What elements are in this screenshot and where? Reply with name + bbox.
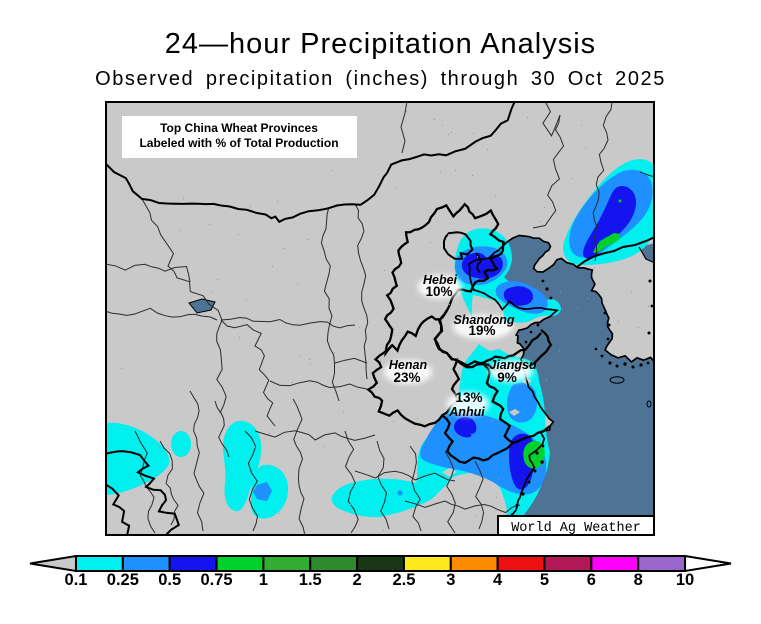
svg-text:19%: 19% [468, 323, 495, 338]
svg-text:3: 3 [446, 571, 455, 589]
svg-text:0.75: 0.75 [200, 571, 232, 589]
svg-text:4: 4 [493, 571, 503, 589]
svg-text:World Ag Weather: World Ag Weather [511, 521, 641, 536]
svg-text:5: 5 [540, 571, 549, 589]
svg-text:Hebei: Hebei [423, 273, 458, 287]
svg-text:0.25: 0.25 [107, 571, 139, 589]
svg-text:Top China Wheat Provinces: Top China Wheat Provinces [160, 121, 318, 135]
svg-text:6: 6 [587, 571, 596, 589]
svg-text:9%: 9% [497, 370, 517, 385]
svg-text:Anhui: Anhui [448, 405, 485, 419]
svg-text:0.5: 0.5 [158, 571, 181, 589]
svg-text:Jiangsu: Jiangsu [489, 358, 537, 372]
svg-text:2.5: 2.5 [392, 571, 415, 589]
svg-text:10%: 10% [425, 284, 452, 299]
svg-text:Henan: Henan [389, 358, 428, 372]
svg-text:8: 8 [634, 571, 643, 589]
svg-text:1: 1 [259, 571, 268, 589]
svg-text:0.1: 0.1 [65, 571, 88, 589]
svg-text:23%: 23% [393, 370, 420, 385]
svg-text:2: 2 [353, 571, 362, 589]
svg-text:Shandong: Shandong [453, 313, 514, 327]
svg-text:13%: 13% [455, 390, 482, 405]
svg-text:10: 10 [676, 571, 694, 589]
svg-text:Labeled with % of Total Produc: Labeled with % of Total Production [139, 136, 338, 150]
svg-text:1.5: 1.5 [299, 571, 322, 589]
